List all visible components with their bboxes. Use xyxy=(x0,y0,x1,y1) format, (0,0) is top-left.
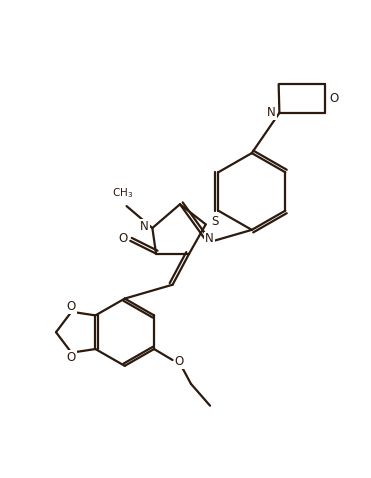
Text: O: O xyxy=(174,355,184,369)
Text: S: S xyxy=(211,215,219,228)
Text: CH$_3$: CH$_3$ xyxy=(112,186,133,199)
Text: N: N xyxy=(205,232,214,246)
Text: N: N xyxy=(140,220,149,233)
Text: O: O xyxy=(118,232,128,246)
Text: O: O xyxy=(67,300,76,313)
Text: O: O xyxy=(329,92,338,105)
Text: O: O xyxy=(67,351,76,364)
Text: N: N xyxy=(267,107,276,120)
